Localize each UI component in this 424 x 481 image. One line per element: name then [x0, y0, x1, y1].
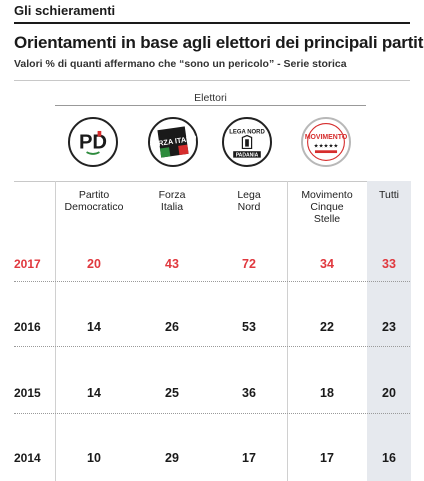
elettori-group-label: Elettori: [194, 92, 227, 104]
cell-value: 20: [87, 257, 101, 271]
header-divider: [14, 80, 410, 81]
cell-value-tutti: 33: [382, 257, 396, 271]
cell-value: 26: [165, 320, 179, 334]
cell-value: 22: [320, 320, 334, 334]
cell-value: 43: [165, 257, 179, 271]
cell-value: 18: [320, 386, 334, 400]
cell-value: 17: [320, 451, 334, 465]
cell-value: 14: [87, 386, 101, 400]
forza-italia-logo: FORZA ITALIA: [148, 117, 198, 167]
cell-value: 17: [242, 451, 256, 465]
col-header-forza-italia: Forza Italia: [158, 189, 186, 213]
cell-value: 34: [320, 257, 334, 271]
col-header-tutti: Tutti: [378, 189, 400, 201]
row-divider: [14, 281, 410, 282]
row-year: 2015: [14, 386, 41, 400]
pd-logo: PD: [68, 117, 118, 167]
row-year: 2017: [14, 257, 41, 271]
table-top-rule: [14, 181, 410, 182]
row-divider: [14, 346, 410, 347]
svg-text:PD: PD: [79, 131, 107, 153]
column-separator: [55, 181, 56, 481]
chart-title: Orientamenti in base agli elettori dei p…: [14, 33, 424, 52]
row-year: 2016: [14, 320, 41, 334]
section-label: Gli schieramenti: [14, 3, 116, 18]
section-divider: [14, 22, 410, 24]
row-divider: [14, 413, 410, 414]
col-header-partito-democratico: Partito Democratico: [64, 189, 124, 213]
cell-value-tutti: 16: [382, 451, 396, 465]
column-separator: [287, 181, 288, 481]
svg-text:PADANIA: PADANIA: [236, 152, 259, 158]
col-header-movimento-5-stelle: Movimento Cinque Stelle: [301, 189, 353, 225]
svg-text:MOVIMENTO: MOVIMENTO: [305, 134, 348, 141]
lega-nord-logo: LEGA NORD PADANIA: [222, 117, 272, 167]
tutti-column-band: [367, 181, 411, 481]
elettori-group-rule: [55, 105, 366, 106]
cell-value: 72: [242, 257, 256, 271]
cell-value: 25: [165, 386, 179, 400]
cell-value-tutti: 20: [382, 386, 396, 400]
col-header-lega-nord: Lega Nord: [237, 189, 261, 213]
chart-subtitle: Valori % di quanti affermano che “sono u…: [14, 58, 347, 70]
cell-value: 14: [87, 320, 101, 334]
cell-value: 10: [87, 451, 101, 465]
cell-value: 36: [242, 386, 256, 400]
cell-value: 29: [165, 451, 179, 465]
svg-text:★★★★★: ★★★★★: [314, 144, 339, 150]
svg-text:LEGA NORD: LEGA NORD: [229, 130, 265, 136]
row-year: 2014: [14, 451, 41, 465]
cell-value: 53: [242, 320, 256, 334]
cell-value-tutti: 23: [382, 320, 396, 334]
movimento-5-stelle-logo: MOVIMENTO ★★★★★: [301, 117, 351, 167]
